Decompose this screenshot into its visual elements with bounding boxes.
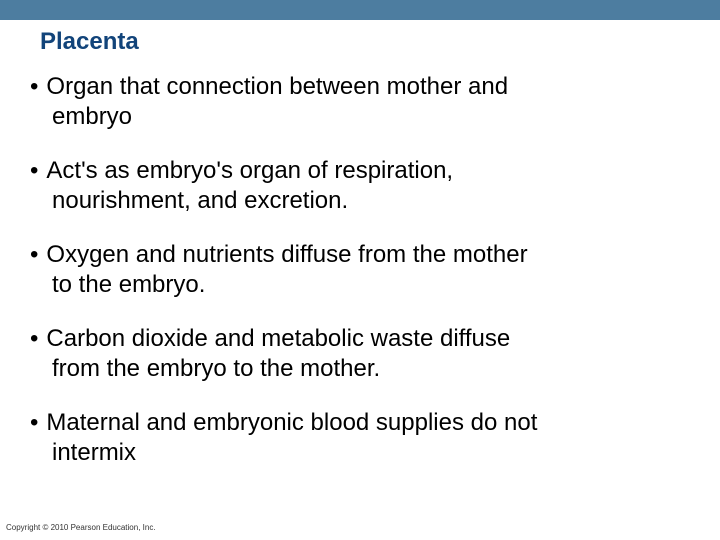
bullet-text: intermix	[52, 438, 690, 468]
bullet-item: • Organ that connection between mother a…	[30, 72, 690, 132]
bullet-text: nourishment, and excretion.	[52, 186, 690, 216]
bullet-marker: •	[30, 408, 38, 438]
bullet-text: to the embryo.	[52, 270, 690, 300]
content-area: • Organ that connection between mother a…	[30, 72, 690, 492]
bullet-item: • Act's as embryo's organ of respiration…	[30, 156, 690, 216]
slide-title: Placenta	[40, 28, 139, 56]
bullet-text: Carbon dioxide and metabolic waste diffu…	[46, 324, 510, 354]
bullet-text: from the embryo to the mother.	[52, 354, 690, 384]
bullet-text: Oxygen and nutrients diffuse from the mo…	[46, 240, 527, 270]
bullet-text: embryo	[52, 102, 690, 132]
bullet-item: • Maternal and embryonic blood supplies …	[30, 408, 690, 468]
bullet-text: Organ that connection between mother and	[46, 72, 508, 102]
bullet-text: Maternal and embryonic blood supplies do…	[46, 408, 537, 438]
bullet-item: • Carbon dioxide and metabolic waste dif…	[30, 324, 690, 384]
header-bar	[0, 0, 720, 20]
bullet-text: Act's as embryo's organ of respiration,	[46, 156, 453, 186]
bullet-marker: •	[30, 72, 38, 102]
bullet-item: • Oxygen and nutrients diffuse from the …	[30, 240, 690, 300]
bullet-marker: •	[30, 324, 38, 354]
bullet-marker: •	[30, 156, 38, 186]
copyright-text: Copyright © 2010 Pearson Education, Inc.	[6, 523, 156, 532]
bullet-marker: •	[30, 240, 38, 270]
